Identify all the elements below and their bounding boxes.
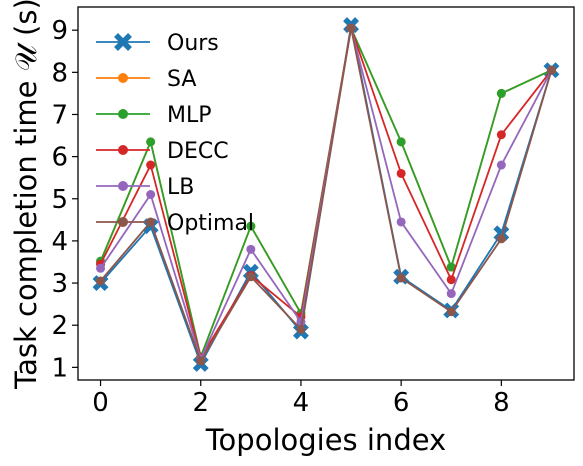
plot-layer (92, 17, 560, 372)
data-point-optimal (396, 273, 406, 283)
legend-label: MLP (167, 103, 212, 128)
x-tick-label: 2 (192, 388, 209, 418)
legend-item-lb: LB (96, 175, 194, 200)
legend-marker (118, 145, 128, 155)
y-tick-label: 5 (51, 185, 68, 215)
legend-label: Optimal (167, 211, 254, 236)
y-tick-label: 4 (51, 227, 68, 257)
series-mlp (96, 23, 556, 362)
x-axis: 0 2 4 6 8 (92, 380, 510, 418)
legend-marker (118, 181, 128, 191)
data-point-decc (396, 168, 406, 178)
data-point-decc (146, 160, 156, 170)
data-point-lb (396, 217, 406, 227)
data-point-mlp (246, 221, 256, 231)
series-lb (96, 23, 556, 364)
data-point-decc (496, 130, 506, 140)
data-point-optimal (146, 217, 156, 227)
data-point-lb (246, 244, 256, 254)
legend-marker (118, 73, 128, 83)
legend-item-decc: DECC (96, 139, 229, 164)
y-axis-title: Task completion time 𝒰 (s) (9, 0, 43, 390)
y-tick-label: 8 (51, 58, 68, 88)
x-tick-label: 8 (493, 388, 510, 418)
data-point-lb (96, 263, 106, 273)
data-point-mlp (446, 262, 456, 272)
data-point-optimal (246, 272, 256, 282)
y-tick-label: 1 (51, 353, 68, 383)
series-decc (96, 23, 556, 363)
data-point-optimal (446, 307, 456, 317)
legend-item-sa: SA (96, 67, 196, 92)
legend-label: DECC (167, 139, 229, 164)
x-tick-label: 4 (293, 388, 310, 418)
data-point-optimal (196, 356, 206, 366)
data-point-mlp (396, 137, 406, 147)
legend-label: LB (167, 175, 194, 200)
data-point-lb (146, 190, 156, 200)
series-line-optimal (99, 27, 553, 362)
legend-item-mlp: MLP (96, 103, 212, 128)
data-point-optimal (96, 276, 106, 286)
data-point-optimal (496, 234, 506, 244)
y-tick-label: 3 (51, 269, 68, 299)
x-tick-label: 6 (393, 388, 410, 418)
data-point-optimal (346, 23, 356, 33)
legend-label: SA (167, 67, 196, 92)
legend: Ours SA MLP DECC LB Optimal (96, 31, 254, 236)
legend-marker (114, 33, 132, 51)
data-point-optimal (296, 324, 306, 334)
legend-label: Ours (167, 31, 219, 56)
data-point-decc (446, 275, 456, 285)
y-tick-label: 6 (51, 143, 68, 173)
data-point-mlp (496, 88, 506, 98)
x-tick-label: 0 (92, 388, 109, 418)
data-point-optimal (546, 65, 556, 75)
y-tick-label: 7 (51, 100, 68, 130)
legend-item-optimal: Optimal (96, 211, 254, 236)
legend-marker (118, 217, 128, 227)
series-optimal (96, 23, 556, 366)
y-tick-label: 2 (51, 311, 68, 341)
data-point-lb (446, 289, 456, 299)
y-tick-label: 9 (51, 16, 68, 46)
data-point-mlp (146, 137, 156, 147)
legend-item-ours: Ours (96, 31, 219, 56)
data-point-lb (496, 160, 506, 170)
legend-marker (118, 109, 128, 119)
series-sa (96, 23, 556, 362)
x-axis-title: Topologies index (205, 423, 446, 457)
y-axis: 1 2 3 4 5 6 7 8 9 (51, 16, 78, 383)
plot-frame (77, 6, 575, 381)
series-ours (92, 17, 560, 372)
